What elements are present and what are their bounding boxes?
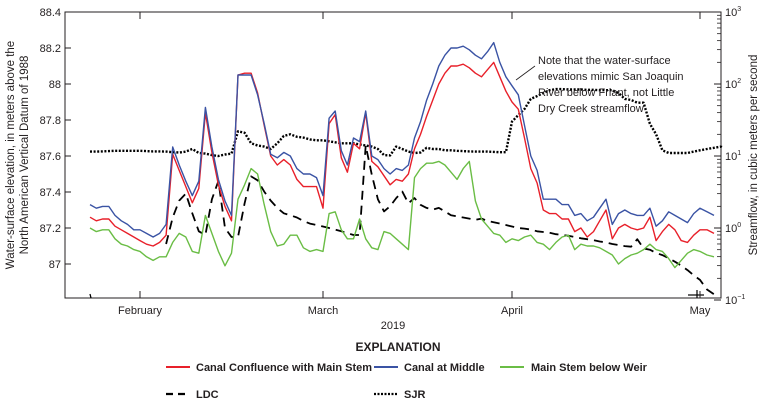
- series-layer: [89, 41, 723, 299]
- series-line-main-stem-below-weir: [89, 160, 715, 269]
- series-line-canal-confluence-with-main-stem: [89, 61, 715, 247]
- left-axis-tick-label: 87.6: [40, 151, 61, 163]
- plot-frame: [64, 11, 722, 299]
- legend-item-canal-confluence: Canal Confluence with Main Stem: [166, 362, 372, 374]
- left-axis-tick-label: 87.2: [40, 223, 61, 235]
- legend-label-ldc: LDC: [196, 389, 219, 401]
- left-axis-tick-label: 88: [49, 79, 61, 91]
- legend-item-main-stem: Main Stem below Weir: [500, 362, 648, 374]
- plot-area: [64, 11, 723, 299]
- left-axis: 87 87.2 87.4 87.6 87.8 88 88.2 88.4: [40, 7, 71, 271]
- series-line-ldc: [165, 144, 715, 296]
- legend-item-sjr: SJR: [374, 389, 425, 401]
- right-axis-tick-label: 100: [725, 222, 741, 235]
- legend-title: EXPLANATION: [355, 340, 440, 354]
- annotation-leader-line: [515, 65, 536, 81]
- right-axis: 10−1 100 101 102 103: [714, 6, 745, 307]
- x-axis-tick-label: February: [118, 305, 163, 317]
- annotation-line-4: Dry Creek streamflow: [538, 103, 644, 115]
- annotation-line-1: Note that the water-surface: [538, 55, 671, 67]
- annotation-line-2: elevations mimic San Joaquin: [538, 71, 684, 83]
- annotation-line-3: River below Friant, not Little: [538, 87, 674, 99]
- x-axis: February March April May: [118, 12, 711, 317]
- x-axis-title: 2019: [381, 320, 405, 332]
- left-axis-tick-label: 88.2: [40, 43, 61, 55]
- legend-label-sjr: SJR: [404, 389, 425, 401]
- left-axis-tick-label: 87.8: [40, 115, 61, 127]
- left-axis-title-line2: North American Vertical Datum of 1988: [19, 56, 31, 255]
- legend-item-canal-middle: Canal at Middle: [374, 362, 485, 374]
- left-axis-tick-label: 88.4: [40, 7, 61, 19]
- legend-item-ldc: LDC: [166, 389, 219, 401]
- x-axis-tick-label: May: [690, 305, 711, 317]
- right-axis-title: Streamflow, in cubic meters per second: [748, 55, 760, 256]
- left-axis-tick-label: 87: [49, 259, 61, 271]
- right-axis-tick-label: 10−1: [725, 294, 745, 307]
- left-axis-title-line1: Water-surface elevation, in meters above…: [5, 41, 17, 269]
- left-axis-tick-label: 87.4: [40, 187, 61, 199]
- legend-label-canal-middle: Canal at Middle: [404, 362, 485, 374]
- series-line-ldc: [89, 293, 92, 299]
- series-line-sjr: [90, 87, 723, 158]
- legend: EXPLANATION Canal Confluence with Main S…: [166, 340, 648, 401]
- x-axis-tick-label: April: [501, 305, 523, 317]
- annotation: Note that the water-surface elevations m…: [515, 55, 684, 115]
- right-axis-tick-label: 102: [725, 78, 741, 91]
- x-axis-tick-label: March: [308, 305, 339, 317]
- right-axis-tick-label: 101: [725, 150, 741, 163]
- legend-label-canal-confluence: Canal Confluence with Main Stem: [196, 362, 372, 374]
- right-axis-tick-label: 103: [725, 6, 741, 19]
- legend-label-main-stem: Main Stem below Weir: [531, 362, 648, 374]
- series-line-canal-at-middle: [89, 41, 715, 238]
